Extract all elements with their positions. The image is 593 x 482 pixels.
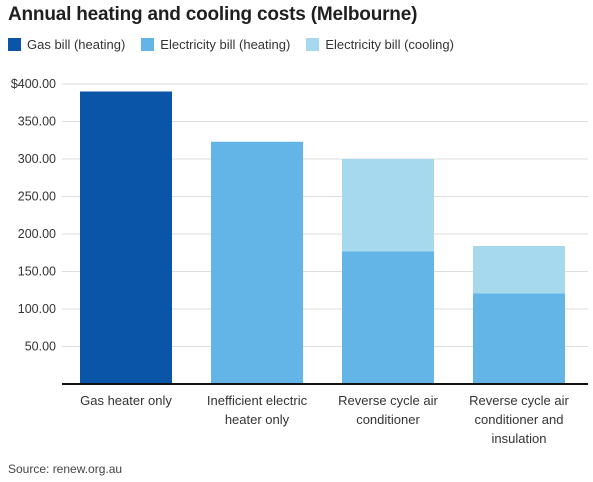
legend-label-elec-heating: Electricity bill (heating) xyxy=(160,37,291,52)
y-tick-label: 300.00 xyxy=(18,152,56,166)
bar-segment xyxy=(342,159,434,252)
source-note: Source: renew.org.au xyxy=(8,462,123,476)
y-tick-label: 150.00 xyxy=(18,265,56,279)
bar-segment xyxy=(473,293,565,384)
y-tick-label: 50.00 xyxy=(25,340,56,354)
legend-label-elec-cooling: Electricity bill (cooling) xyxy=(325,37,454,52)
bar-segment xyxy=(342,251,434,384)
bar-segment xyxy=(211,141,303,384)
legend-item-elec-cooling: Electricity bill (cooling) xyxy=(306,37,454,52)
legend-swatch-elec-cooling xyxy=(306,38,320,51)
bar-segment xyxy=(473,246,565,294)
x-tick-label: conditioner and xyxy=(475,412,564,427)
legend-label-gas-heating: Gas bill (heating) xyxy=(27,37,126,52)
y-tick-label: 200.00 xyxy=(18,227,56,241)
x-tick-label: Inefficient electric xyxy=(207,393,308,408)
x-tick-label: heater only xyxy=(225,412,290,427)
x-tick-label: Reverse cycle air xyxy=(338,393,438,408)
legend-swatch-elec-heating xyxy=(141,38,155,51)
y-tick-label: $400.00 xyxy=(11,77,56,91)
x-tick-label: Reverse cycle air xyxy=(469,393,569,408)
chart-title: Annual heating and cooling costs (Melbou… xyxy=(8,4,418,25)
x-tick-label: conditioner xyxy=(356,412,420,427)
legend-item-elec-heating: Electricity bill (heating) xyxy=(141,37,290,52)
x-tick-label: insulation xyxy=(492,431,547,446)
y-tick-label: 250.00 xyxy=(18,190,56,204)
bar-segment xyxy=(80,91,172,384)
x-tick-label: Gas heater only xyxy=(80,393,172,408)
y-tick-label: 100.00 xyxy=(18,302,56,316)
y-tick-label: 350.00 xyxy=(18,115,56,129)
chart-legend: Gas bill (heating) Electricity bill (hea… xyxy=(8,37,470,52)
legend-swatch-gas-heating xyxy=(8,38,21,51)
legend-item-gas-heating: Gas bill (heating) xyxy=(8,37,125,52)
bar-chart: 50.00 100.00 150.00 200.00 250.00 300.00 350.0… xyxy=(11,77,588,446)
